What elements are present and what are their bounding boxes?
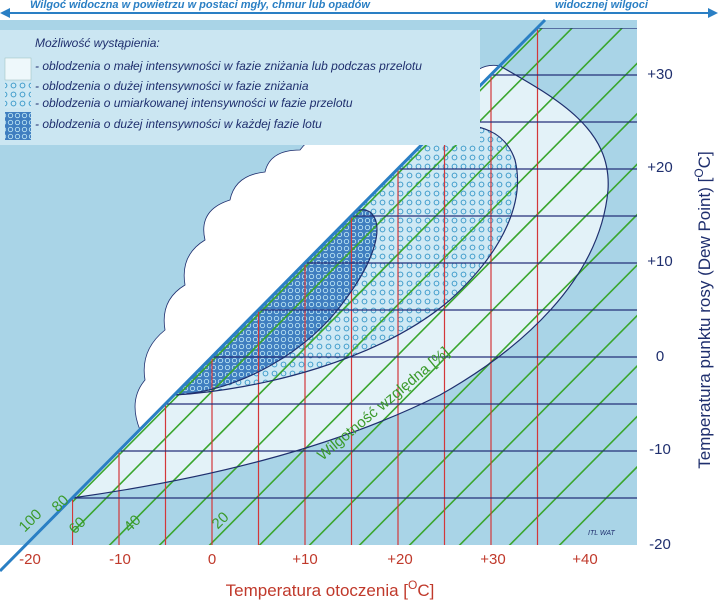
label-end: C]	[695, 151, 714, 168]
region-outline	[173, 209, 378, 396]
rh-line	[229, 28, 637, 545]
region-outline	[173, 121, 519, 396]
y-axis-label: Temperatura punktu rosy (Dew Point) [OC]	[692, 151, 714, 468]
x-tick-label: +30	[480, 551, 505, 568]
header-box	[548, 0, 698, 12]
y-tick-label: -10	[649, 441, 671, 458]
y-tick-label: +20	[647, 159, 672, 176]
header-left: Wilgoć widoczna w powietrzu w postaci mg…	[30, 0, 371, 11]
y-tick-label: 0	[656, 348, 664, 365]
rh-line	[129, 28, 637, 545]
legend-swatch	[4, 57, 32, 81]
x-tick-label: +10	[292, 551, 317, 568]
legend-swatch	[5, 82, 31, 108]
rh-line	[529, 28, 637, 545]
x-tick-label: 0	[208, 551, 216, 568]
label-text: Temperatura otoczenia [	[226, 581, 409, 600]
legend-item: - oblodzenia o małej intensywności w faz…	[35, 59, 422, 73]
label-sup: O	[408, 578, 417, 592]
rh-line	[279, 28, 637, 545]
credit: ITL WAT	[588, 530, 616, 537]
y-tick-label: +30	[647, 66, 672, 83]
y-tick-label: -20	[649, 536, 671, 553]
arrow-head	[708, 8, 718, 18]
grid	[72, 28, 637, 545]
legend-box	[0, 30, 480, 145]
rh-line	[429, 28, 637, 545]
x-tick-label: +40	[572, 551, 597, 568]
rh-line	[479, 28, 637, 545]
legend-item: - oblodzenia o dużej intensywności w każ…	[35, 117, 322, 131]
legend-swatch	[5, 112, 31, 140]
legend-item: - oblodzenia o dużej intensywności w faz…	[35, 79, 309, 93]
x-tick-label: +20	[387, 551, 412, 568]
x-tick-label: -10	[109, 551, 131, 568]
label-end: C]	[417, 581, 434, 600]
rh-line	[379, 28, 637, 545]
rh-line	[329, 28, 637, 545]
label-sup: O	[692, 168, 706, 177]
header-box	[20, 0, 430, 12]
x-axis-label: Temperatura otoczenia [OC]	[226, 578, 435, 600]
legend-title: Możliwość wystąpienia:	[35, 36, 160, 50]
rh-line	[72, 28, 591, 545]
y-tick-label: +10	[647, 253, 672, 270]
x-tick-label: -20	[19, 551, 41, 568]
label-text: Temperatura punktu rosy (Dew Point) [	[695, 177, 714, 468]
rh-line	[179, 28, 637, 545]
header-right: widocznej wilgoci	[555, 0, 649, 11]
region-outline	[71, 65, 609, 499]
arrow-head	[0, 8, 10, 18]
legend-item: - oblodzenia o umiarkowanej intensywnośc…	[35, 96, 353, 110]
